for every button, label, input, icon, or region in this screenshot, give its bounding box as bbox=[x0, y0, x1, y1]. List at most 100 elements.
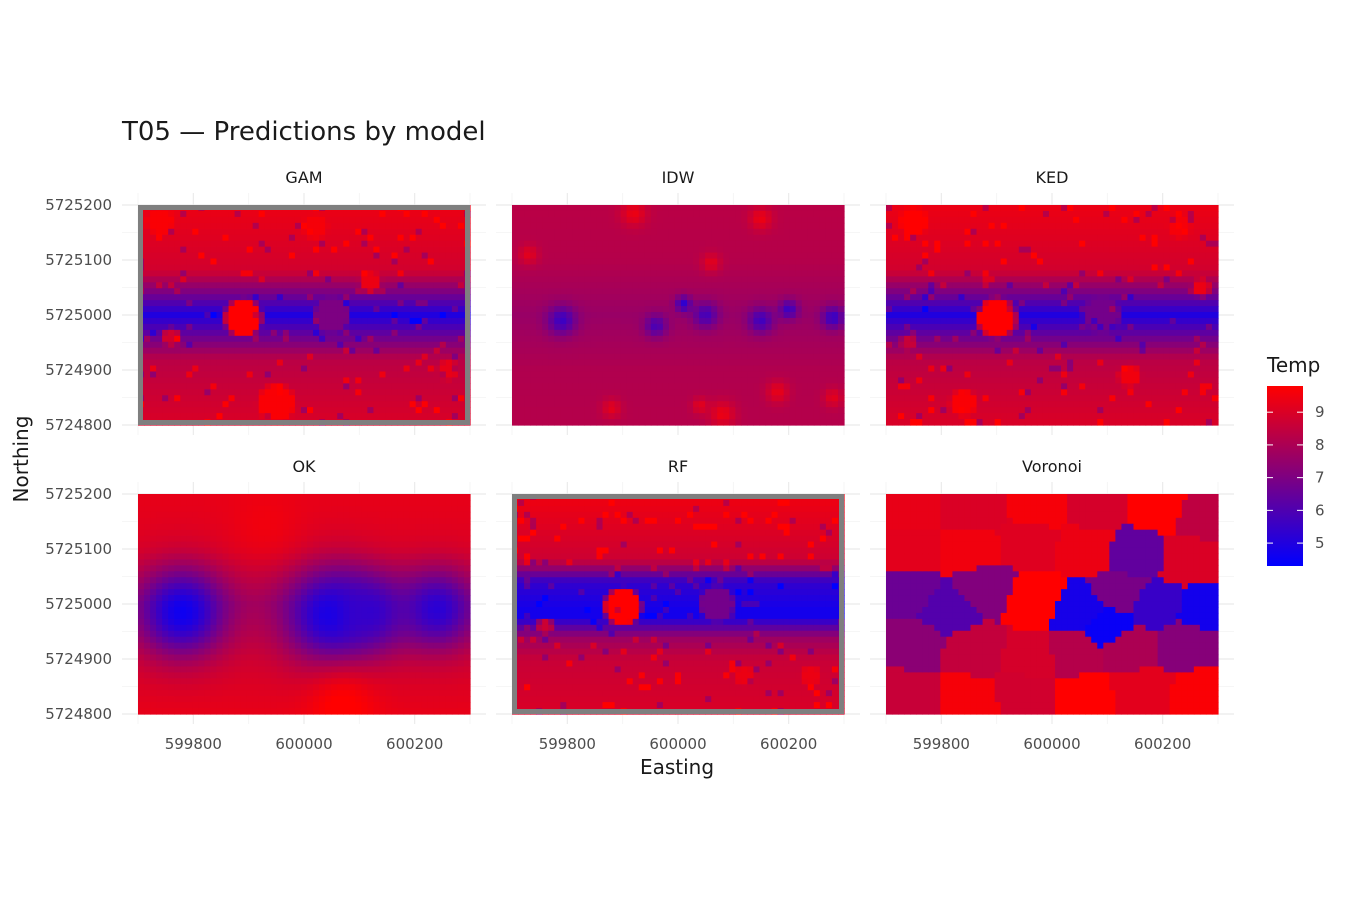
heatmap-cell bbox=[584, 389, 592, 396]
heatmap-cell bbox=[548, 413, 555, 420]
heatmap-cell bbox=[886, 294, 893, 301]
heatmap-cell bbox=[771, 258, 779, 266]
heatmap-cell bbox=[940, 353, 947, 361]
heatmap-cell bbox=[928, 413, 935, 420]
heatmap-cell bbox=[180, 389, 187, 396]
heatmap-cell bbox=[210, 228, 218, 236]
heatmap-cell bbox=[192, 395, 199, 402]
heatmap-cell bbox=[264, 246, 272, 254]
heatmap-cell bbox=[674, 252, 682, 260]
heatmap-cell bbox=[415, 365, 423, 373]
heatmap-cell bbox=[735, 383, 742, 390]
heatmap-cell bbox=[174, 258, 181, 266]
heatmap-cell bbox=[735, 312, 742, 319]
heatmap-cell bbox=[174, 276, 181, 283]
heatmap-cell bbox=[807, 294, 815, 301]
heatmap-cell bbox=[590, 276, 598, 283]
heatmap-cell bbox=[777, 413, 785, 420]
heatmap-cell bbox=[723, 347, 730, 355]
heatmap-cell bbox=[759, 359, 767, 367]
heatmap-cell bbox=[596, 353, 604, 361]
heatmap-cell bbox=[204, 228, 212, 236]
heatmap-cell bbox=[349, 276, 356, 283]
heatmap-cell bbox=[554, 205, 561, 212]
heatmap-cell bbox=[204, 240, 212, 248]
heatmap-cell bbox=[451, 389, 459, 396]
heatmap-cell bbox=[638, 300, 646, 307]
heatmap-cell bbox=[288, 341, 296, 349]
heatmap-cell bbox=[282, 329, 290, 337]
heatmap-cell bbox=[530, 240, 537, 248]
heatmap-cell bbox=[415, 306, 423, 313]
heatmap-cell bbox=[307, 413, 314, 420]
heatmap-cell bbox=[518, 359, 525, 367]
heatmap-cell bbox=[620, 383, 628, 390]
heatmap-cell bbox=[246, 312, 254, 319]
heatmap-cell bbox=[379, 288, 387, 295]
heatmap-cell bbox=[994, 347, 1002, 355]
heatmap-cell bbox=[300, 306, 308, 313]
heatmap-cell bbox=[898, 234, 905, 242]
heatmap-cell bbox=[337, 323, 344, 331]
heatmap-cell bbox=[144, 329, 151, 337]
heatmap-cell bbox=[650, 270, 658, 277]
heatmap-cell bbox=[349, 359, 356, 367]
heatmap-cell bbox=[668, 300, 676, 307]
heatmap-cell bbox=[970, 246, 978, 254]
heatmap-cell bbox=[216, 383, 224, 390]
heatmap-cell bbox=[180, 312, 187, 319]
heatmap-cell bbox=[590, 270, 598, 277]
heatmap-cell bbox=[994, 359, 1002, 367]
heatmap-cell bbox=[807, 222, 815, 230]
heatmap-cell bbox=[373, 401, 381, 408]
heatmap-cell bbox=[186, 252, 193, 260]
heatmap-cell bbox=[1012, 234, 1020, 242]
heatmap-cell bbox=[554, 258, 561, 266]
heatmap-cell bbox=[379, 240, 387, 248]
heatmap-cell bbox=[343, 240, 350, 248]
heatmap-cell bbox=[789, 341, 797, 349]
heatmap-cell bbox=[1006, 210, 1014, 218]
heatmap-cell bbox=[337, 335, 344, 343]
heatmap-cell bbox=[307, 312, 314, 319]
heatmap-cell bbox=[795, 240, 803, 248]
heatmap-cell bbox=[584, 353, 592, 361]
heatmap-cell bbox=[572, 312, 579, 319]
heatmap-cell bbox=[626, 353, 634, 361]
heatmap-cell bbox=[566, 401, 573, 408]
heatmap-cell bbox=[711, 240, 718, 248]
heatmap-cell bbox=[620, 365, 628, 373]
heatmap-cell bbox=[711, 329, 718, 337]
heatmap-cell bbox=[518, 341, 525, 349]
heatmap-cell bbox=[349, 306, 356, 313]
heatmap-cell bbox=[729, 353, 736, 361]
heatmap-cell bbox=[620, 413, 628, 420]
heatmap-cell bbox=[288, 294, 296, 301]
heatmap-cell bbox=[240, 282, 248, 289]
heatmap-cell bbox=[264, 329, 272, 337]
heatmap-cell bbox=[928, 317, 935, 325]
heatmap-cell bbox=[940, 389, 947, 396]
heatmap-cell bbox=[192, 359, 199, 367]
heatmap-cell bbox=[391, 329, 399, 337]
heatmap-cell bbox=[958, 341, 966, 349]
heatmap-cell bbox=[1000, 258, 1008, 266]
heatmap-cell bbox=[445, 294, 453, 301]
heatmap-cell bbox=[656, 317, 664, 325]
heatmap-cell bbox=[355, 365, 362, 373]
heatmap-cell bbox=[958, 300, 966, 307]
heatmap-cell bbox=[1012, 407, 1020, 414]
heatmap-cell bbox=[711, 205, 718, 212]
heatmap-cell bbox=[807, 335, 815, 343]
heatmap-cell bbox=[886, 377, 893, 384]
heatmap-cell bbox=[747, 389, 755, 396]
heatmap-cell bbox=[771, 282, 779, 289]
heatmap-cell bbox=[602, 294, 610, 301]
heatmap-cell bbox=[180, 234, 187, 242]
heatmap-cell bbox=[379, 312, 387, 319]
heatmap-cell bbox=[1018, 341, 1026, 349]
heatmap-cell bbox=[433, 222, 441, 230]
heatmap-cell bbox=[228, 413, 236, 420]
heatmap-cell bbox=[572, 341, 579, 349]
heatmap-cell bbox=[361, 222, 368, 230]
